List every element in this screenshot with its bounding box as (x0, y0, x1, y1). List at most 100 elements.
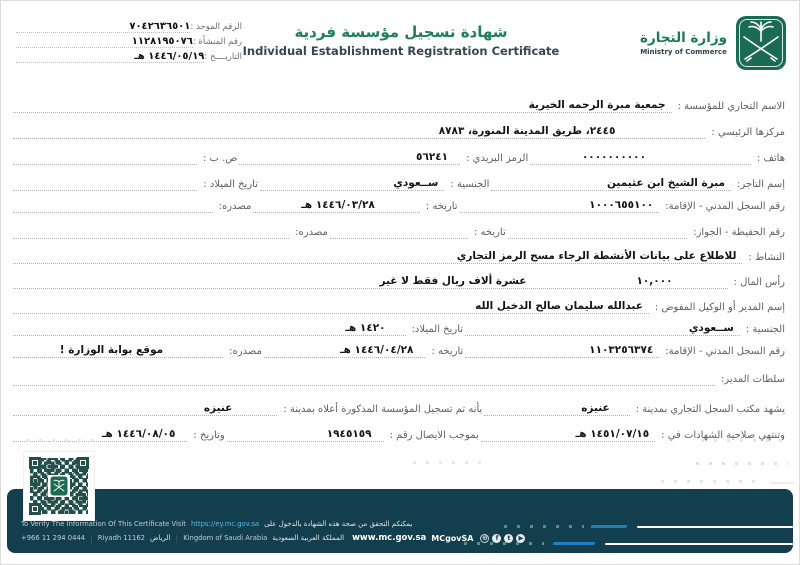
manager-powers-line (13, 385, 715, 386)
verify-link[interactable]: https://ey.mc.gov.sa (190, 520, 260, 528)
manager-birth-line: ١٤٢٠ هـ (13, 322, 406, 336)
registered-city-value: عنيزه (203, 402, 233, 414)
footer-social-handle: MCgovSA (431, 533, 474, 543)
trader-birth-label: تاريخ الميلاد : (203, 179, 258, 190)
band-dots-row1 (504, 525, 584, 528)
qr-finder-top-right (77, 457, 89, 469)
trader-nationality-line: ســعودي (259, 177, 445, 191)
head-office-line: ٢٤٤٥، طريق المدينة المنورة، ٨٧٨٣ (13, 125, 706, 139)
trader-id-source-line (13, 212, 213, 213)
pobox-label: ص. ب : (202, 153, 238, 164)
footer-verify-line: To Verify The Information Of This Certif… (21, 520, 525, 528)
manager-civil-id-line: ١١٠٣٢٥٦٣٧٤ (465, 344, 660, 358)
footer-text: To Verify The Information Of This Certif… (21, 520, 526, 543)
phone-line: ٠٠٠٠٠٠٠٠٠٠ (530, 151, 751, 165)
trader-name-value: مبرة الشيخ ابن عثيمين (606, 177, 726, 189)
capital-line: ١٠,٠٠٠ عشرة ألاف ريال فقط لا غير (13, 275, 728, 289)
qr-palm-icon (50, 476, 68, 496)
expiry-date-line: ١٤٥١/٠٧/١٥ هـ (480, 428, 656, 442)
head-office-row: مركزها الرئيسي : ٢٤٤٥، طريق المدينة المن… (13, 117, 787, 139)
manager-birth-label: تاريخ الميلاد: (411, 324, 464, 335)
ministry-logo: وزارة التجارة Ministry of Commerce (640, 15, 787, 71)
manager-name-row: إسم المدير أو الوكيل المفوض : عبدالله سل… (13, 292, 787, 314)
saudi-emblem-icon (736, 16, 786, 70)
trade-name-line: جمعية مبرة الرحمه الخيرية (13, 99, 672, 113)
trader-id-date-value: ١٤٤٦/٠٣/٢٨ هـ (301, 199, 375, 211)
qr-finder-dot (33, 461, 37, 465)
passport-row: رقم الحفيظة - الجواز: تاريخه : مصدره: (13, 217, 787, 239)
phone-value: ٠٠٠٠٠٠٠٠٠٠ (581, 151, 646, 163)
trader-id-date-line: ١٤٤٦/٠٣/٢٨ هـ (253, 199, 420, 213)
trader-name-label: إسم التاجر: (737, 179, 785, 190)
certificate-form: الاسم التجاري للمؤسسة : جمعية مبرة الرحم… (13, 87, 787, 442)
postal-code-label: الرمز البريدي : (466, 153, 529, 164)
receipt-date-label: وتاريخ : (193, 430, 225, 441)
manager-civil-id-value: ١١٠٣٢٥٦٣٧٤ (589, 344, 654, 356)
footer-contact-line: +966 11 294 0444 | Riyadh 11162 الرياض |… (21, 533, 526, 543)
manager-name-label: إسم المدير أو الوكيل المفوض : (654, 302, 785, 313)
decor-dots-topright-1 (696, 462, 788, 465)
passport-source-label: مصدره: (295, 227, 328, 238)
establishment-number-label: رقم المنشأة : (192, 37, 242, 47)
trader-id-source-label: مصدره: (218, 201, 252, 212)
trader-id-row: رقم السجل المدني - الإقامة: ١٠٠٠٦٥٥١٠٠ ت… (13, 191, 787, 213)
decor-dots-left (26, 439, 104, 442)
issue-date-line: ١٤٤٦/٠٥/١٩ هـ (16, 51, 205, 63)
twitter-icon: t (504, 533, 514, 543)
manager-nationality-line: ســعودي (465, 322, 740, 336)
verify-text-ar: يمكنكم التحقق من صحة هذه الشهادة بالدخول… (264, 520, 413, 528)
manager-nationality-row: الجنسية : ســعودي تاريخ الميلاد: ١٤٢٠ هـ (13, 314, 787, 336)
ministry-logo-text: وزارة التجارة Ministry of Commerce (640, 30, 727, 56)
capital-row: رأس المال : ١٠,٠٠٠ عشرة ألاف ريال فقط لا… (13, 267, 787, 289)
phone-row: هاتف : ٠٠٠٠٠٠٠٠٠٠ الرمز البريدي : ٥٦٢٤١ … (13, 143, 787, 165)
registry-city-line: عنيزه (484, 402, 630, 416)
footer-separator: | (175, 533, 179, 543)
footer-band (7, 489, 793, 553)
trader-birth-line (13, 190, 198, 191)
qr-code (24, 452, 94, 520)
band-blue-dash-2 (552, 542, 596, 545)
postal-code-value: ٥٦٢٤١ (416, 151, 449, 163)
manager-id-date-value: ١٤٤٦/٠٤/٢٨ هـ (340, 344, 414, 356)
band-white-line-2 (605, 543, 793, 545)
manager-id-source-line: موقع بوابة الوزارة ! (13, 344, 224, 358)
trader-id-date-label: تاريخه : (425, 201, 458, 212)
footer-country-en: Kingdom of Saudi Arabia (183, 534, 268, 542)
unified-number-row: الرقم الموحد : ٧٠٤٢٦٣٦٥٠١ (16, 18, 246, 33)
qr-center-emblem (48, 475, 70, 497)
manager-id-date-line: ١٤٤٦/٠٤/٢٨ هـ (263, 344, 426, 358)
registry-city-value: عنيزه (581, 402, 610, 414)
footer-riyadh-en: Riyadh 11162 (97, 534, 145, 542)
expiry-label: وتنتهي صلاحية الشهادات في : (661, 430, 785, 441)
footer-separator: | (90, 533, 93, 543)
phone-label: هاتف : (756, 153, 785, 164)
manager-nationality-label: الجنسية : (745, 324, 785, 335)
head-office-value: ٢٤٤٥، طريق المدينة المنورة، ٨٧٨٣ (438, 125, 616, 137)
header-meta: الرقم الموحد : ٧٠٤٢٦٣٦٥٠١ رقم المنشأة : … (16, 18, 246, 63)
qr-finder-top-left (29, 457, 41, 469)
manager-name-line: عبدالله سليمان صالح الدخيل الله (13, 300, 649, 314)
title-arabic: شهادة تسجيل مؤسسة فردية (294, 23, 508, 41)
registry-office-row: يشهد مكتب السجل التجاري بمدينة : عنيزه ب… (13, 394, 787, 416)
establishment-number-row: رقم المنشأة : ١١٢٨١٩٥٠٧٦ (16, 33, 246, 48)
passport-date-line (329, 238, 468, 239)
activity-row: النشاط : للاطلاع على بيانات الأنشطة الرج… (13, 242, 787, 264)
trader-name-row: إسم التاجر: مبرة الشيخ ابن عثيمين الجنسي… (13, 169, 787, 191)
ministry-name-arabic: وزارة التجارة (640, 30, 727, 46)
unified-number-line: ٧٠٤٢٦٣٦٥٠١ (16, 21, 191, 33)
issue-date-value: ١٤٤٦/٠٥/١٩ هـ (134, 51, 205, 62)
registry-office-label: يشهد مكتب السجل التجاري بمدينة : (635, 404, 785, 415)
manager-id-source-label: مصدره: (229, 346, 262, 357)
registered-city-line: عنيزه (13, 402, 278, 416)
receipt-date-value: ١٤٤٦/٠٨/٠٥ هـ (101, 428, 176, 440)
trader-civil-id-line: ١٠٠٠٦٥٥١٠٠ (459, 199, 660, 213)
footer-riyadh-ar: الرياض (150, 534, 171, 542)
activity-value: للاطلاع على بيانات الأنشطة الرجاء مسح ال… (456, 250, 737, 262)
validity-row: وتنتهي صلاحية الشهادات في : ١٤٥١/٠٧/١٥ ه… (13, 420, 787, 442)
trader-nationality-value: ســعودي (393, 177, 439, 189)
issue-date-label: التاريــــخ : (204, 52, 242, 62)
unified-number-value: ٧٠٤٢٦٣٦٥٠١ (129, 21, 191, 32)
activity-label: النشاط : (748, 252, 785, 263)
pobox-line (13, 164, 197, 165)
manager-nationality-value: ســعودي (688, 322, 734, 334)
